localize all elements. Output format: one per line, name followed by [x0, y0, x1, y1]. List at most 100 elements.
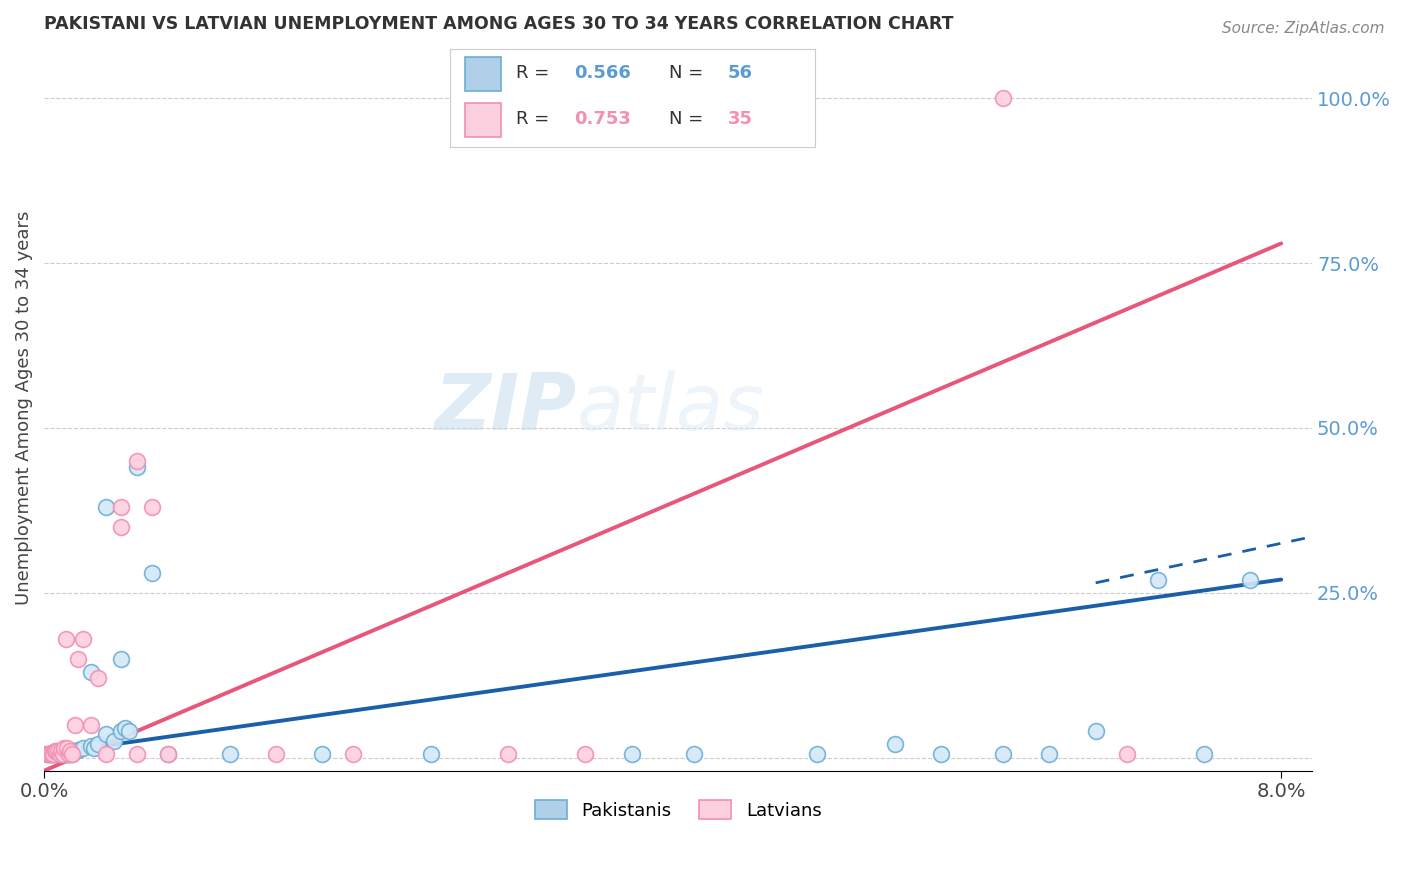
- Point: [87, 737, 110, 751]
- Text: PAKISTANI VS LATVIAN UNEMPLOYMENT AMONG AGES 30 TO 34 YEARS CORRELATION CHART: PAKISTANI VS LATVIAN UNEMPLOYMENT AMONG …: [44, 15, 953, 33]
- Point: [55, 744, 77, 758]
- Point: [58, 747, 80, 762]
- Point: [125, 747, 148, 762]
- Point: [60, 747, 83, 762]
- Point: [67, 651, 90, 665]
- Point: [52, 745, 75, 759]
- Point: [991, 91, 1014, 105]
- Point: [38, 747, 60, 762]
- Point: [48, 747, 70, 762]
- Point: [60, 747, 83, 762]
- Point: [118, 724, 141, 739]
- Point: [264, 747, 287, 762]
- Point: [52, 747, 75, 762]
- Point: [114, 721, 136, 735]
- Point: [45, 747, 67, 762]
- Point: [53, 747, 76, 762]
- Point: [59, 744, 82, 758]
- Point: [110, 724, 132, 739]
- Point: [72, 632, 94, 646]
- Point: [83, 740, 105, 755]
- Point: [56, 747, 79, 762]
- Point: [63, 717, 86, 731]
- Point: [574, 747, 596, 762]
- Point: [496, 747, 519, 762]
- Text: ZIP: ZIP: [434, 370, 576, 446]
- Point: [52, 747, 75, 762]
- Point: [46, 744, 69, 758]
- Point: [94, 727, 117, 741]
- Point: [1084, 724, 1107, 739]
- Point: [63, 744, 86, 758]
- Point: [156, 747, 179, 762]
- Point: [94, 747, 117, 762]
- Text: N =: N =: [669, 110, 709, 128]
- Point: [46, 747, 69, 762]
- Point: [55, 747, 77, 762]
- Point: [48, 747, 70, 762]
- Point: [156, 747, 179, 762]
- Point: [39, 747, 62, 762]
- Point: [141, 500, 163, 514]
- Point: [419, 747, 441, 762]
- Point: [79, 739, 101, 753]
- Point: [53, 740, 76, 755]
- Point: [38, 747, 60, 762]
- Point: [55, 632, 77, 646]
- Point: [42, 747, 65, 762]
- Point: [883, 737, 905, 751]
- Point: [342, 747, 364, 762]
- Point: [45, 744, 67, 758]
- Point: [620, 747, 643, 762]
- Point: [141, 566, 163, 580]
- Text: R =: R =: [516, 63, 555, 81]
- Point: [67, 742, 90, 756]
- Point: [929, 747, 952, 762]
- Point: [218, 747, 240, 762]
- FancyBboxPatch shape: [464, 57, 501, 91]
- Legend: Pakistanis, Latvians: Pakistanis, Latvians: [527, 793, 828, 827]
- Point: [125, 460, 148, 475]
- Point: [48, 745, 70, 759]
- Point: [44, 747, 66, 762]
- Point: [125, 454, 148, 468]
- Point: [1146, 573, 1168, 587]
- Point: [110, 651, 132, 665]
- Text: 35: 35: [728, 110, 752, 128]
- Point: [58, 747, 80, 762]
- FancyBboxPatch shape: [464, 103, 501, 137]
- Text: N =: N =: [669, 63, 709, 81]
- Text: 0.753: 0.753: [574, 110, 631, 128]
- Point: [63, 744, 86, 758]
- Point: [49, 747, 72, 762]
- Point: [41, 747, 63, 762]
- Text: 56: 56: [728, 63, 752, 81]
- Point: [79, 665, 101, 679]
- Point: [39, 747, 62, 762]
- Text: atlas: atlas: [576, 370, 765, 446]
- Point: [56, 740, 79, 755]
- Point: [41, 747, 63, 762]
- Point: [56, 745, 79, 759]
- Point: [1115, 747, 1137, 762]
- Point: [682, 747, 704, 762]
- Point: [311, 747, 333, 762]
- Point: [110, 500, 132, 514]
- Point: [44, 744, 66, 758]
- Point: [60, 745, 83, 759]
- Point: [42, 747, 65, 762]
- Point: [48, 747, 70, 762]
- Point: [103, 734, 125, 748]
- Point: [1038, 747, 1060, 762]
- Y-axis label: Unemployment Among Ages 30 to 34 years: Unemployment Among Ages 30 to 34 years: [15, 211, 32, 606]
- Point: [49, 744, 72, 758]
- Point: [1192, 747, 1215, 762]
- Point: [58, 747, 80, 762]
- Point: [59, 745, 82, 759]
- Text: Source: ZipAtlas.com: Source: ZipAtlas.com: [1222, 21, 1385, 36]
- Point: [110, 520, 132, 534]
- Point: [1239, 573, 1261, 587]
- Point: [94, 500, 117, 514]
- Point: [37, 747, 59, 762]
- Point: [806, 747, 828, 762]
